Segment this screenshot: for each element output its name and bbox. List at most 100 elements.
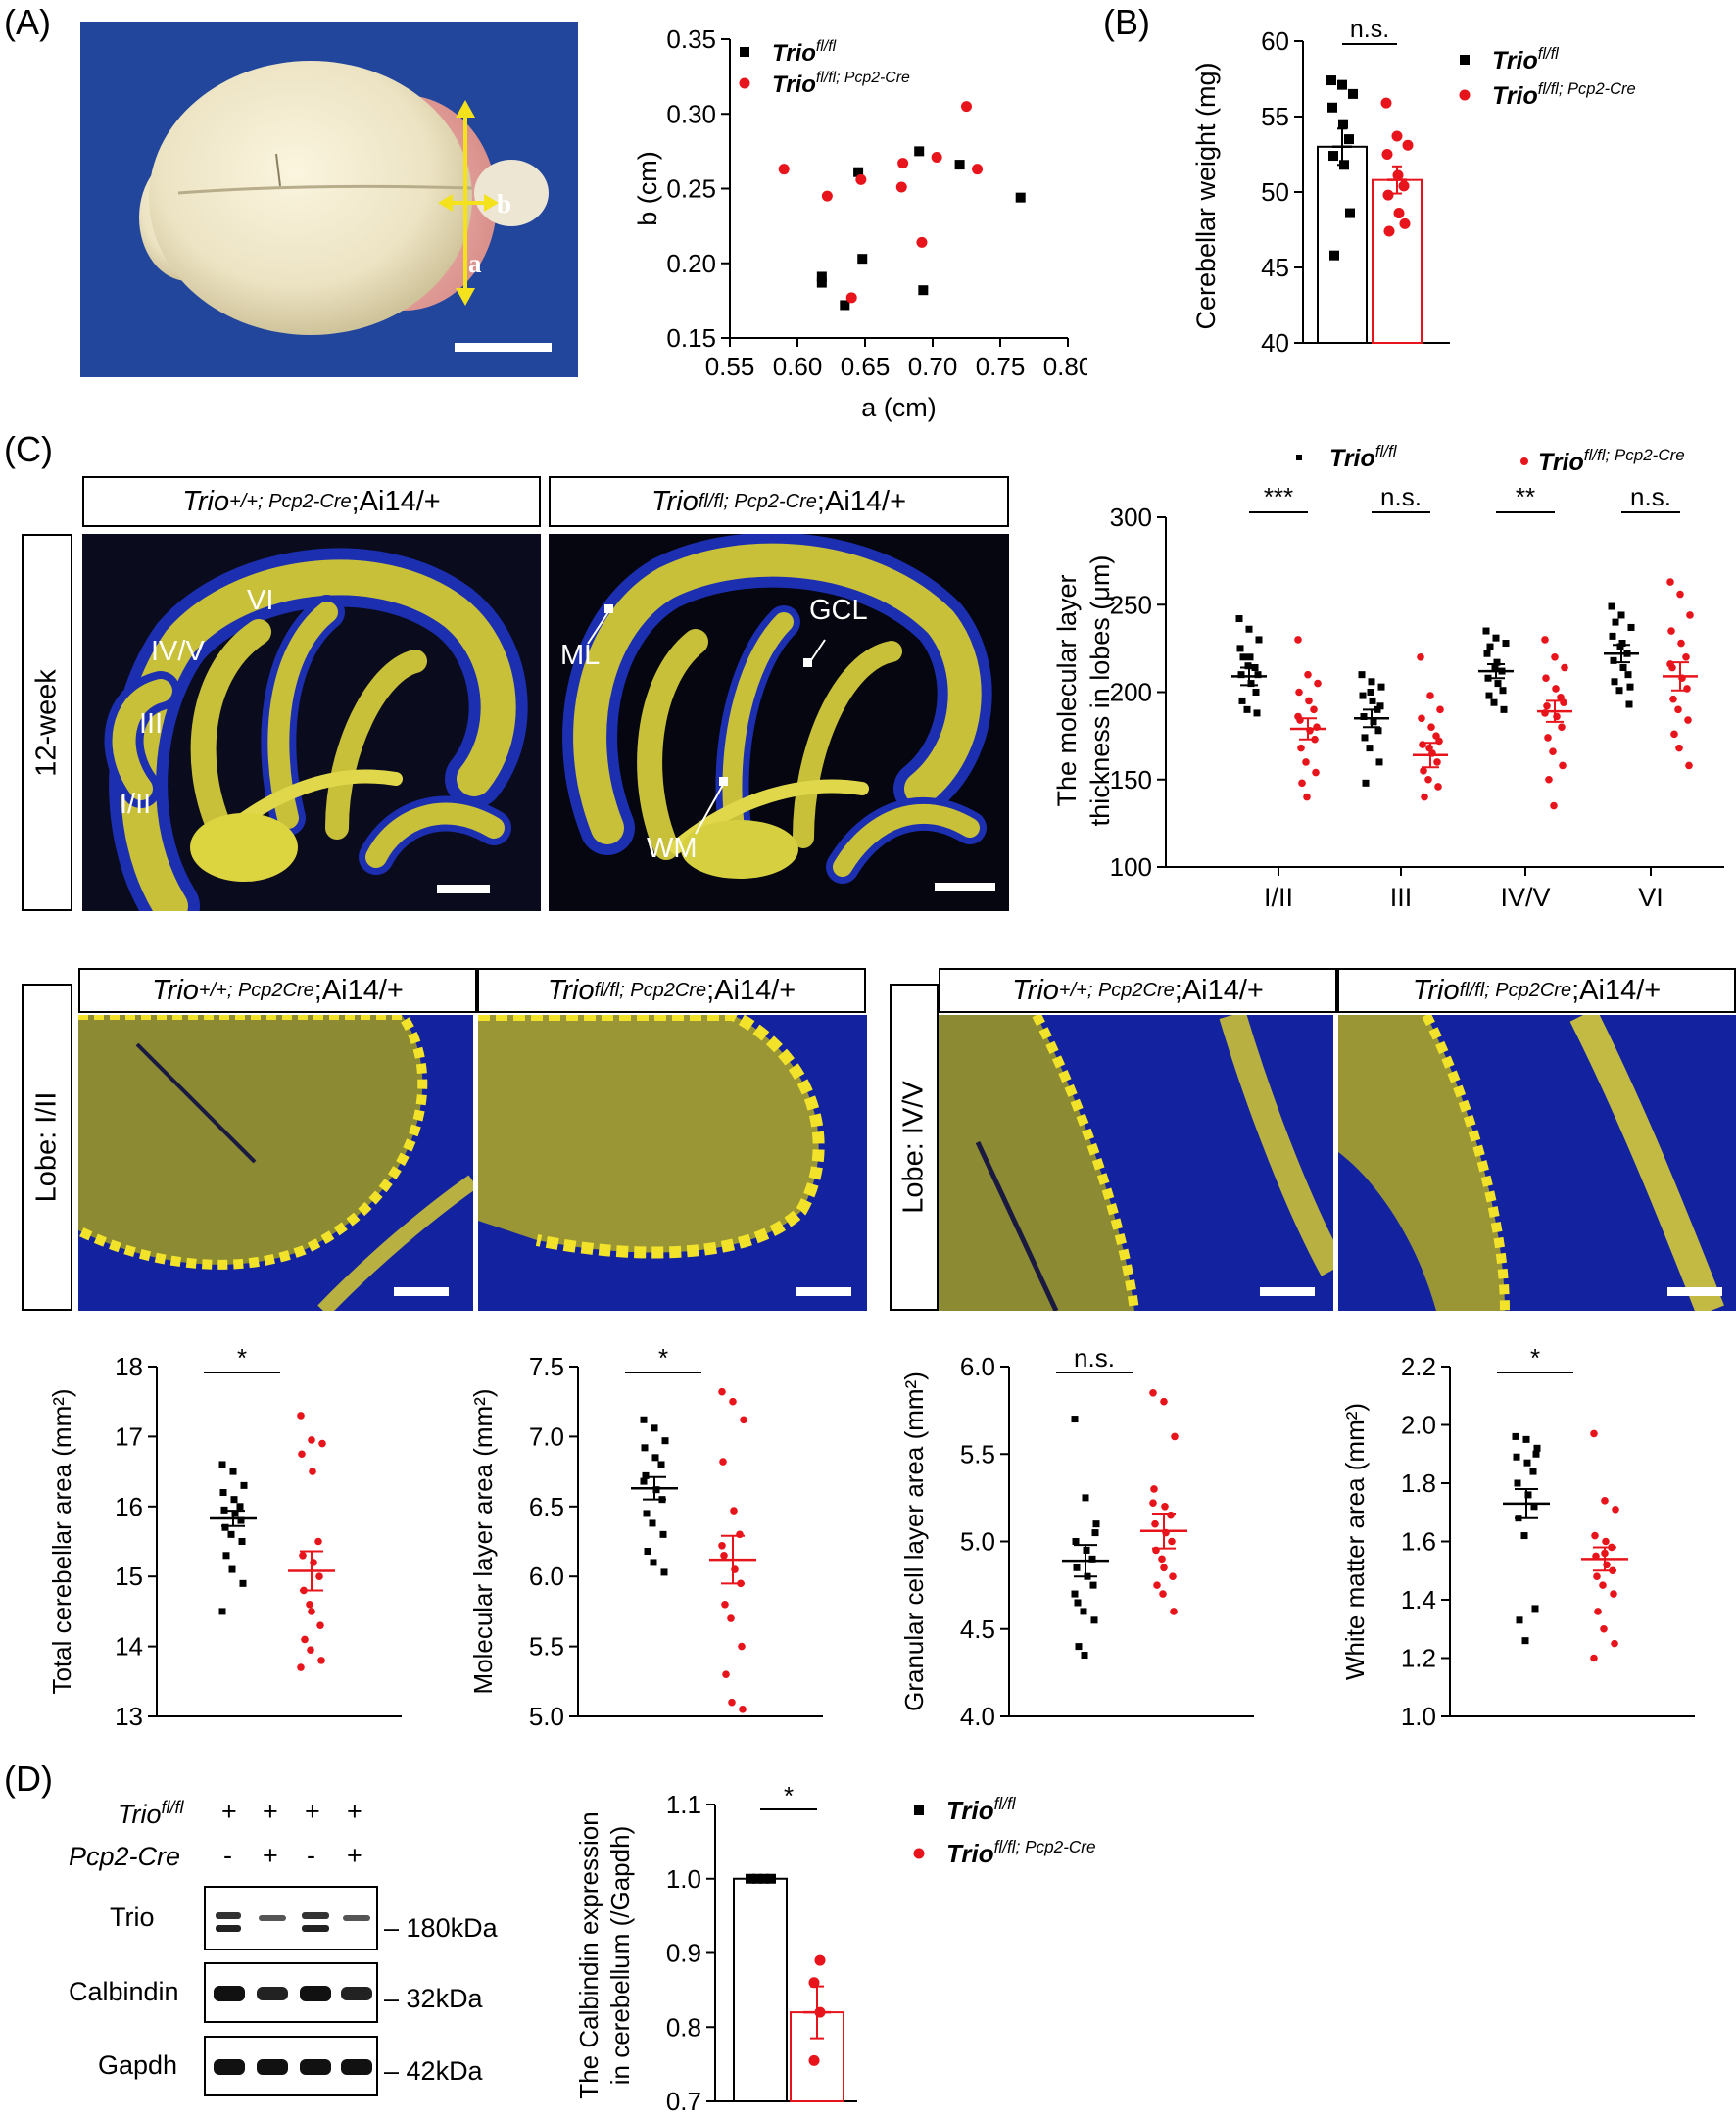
data-point-control (1089, 1581, 1097, 1589)
lane3-row1: + (305, 1797, 320, 1826)
data-point-control (1015, 192, 1026, 203)
data-point-control (1081, 1652, 1088, 1660)
data-point-control (1092, 1520, 1100, 1528)
y-tick-label: 5.5 (960, 1439, 995, 1468)
data-point-knockout (1150, 1485, 1158, 1493)
legend-label: Triofl/fl (772, 38, 837, 67)
lobe-label-iii: III (139, 708, 164, 740)
data-point-knockout (298, 1450, 306, 1459)
data-point-knockout (1667, 627, 1675, 635)
data-point-control (1246, 653, 1254, 661)
panel-label-a: (A) (4, 2, 51, 42)
data-point-control (914, 146, 925, 157)
data-point-knockout (1590, 1429, 1598, 1438)
zoom-ctrl-image-a (78, 1015, 473, 1311)
data-point-knockout (1600, 1624, 1608, 1633)
data-point-knockout (1666, 578, 1674, 586)
blot-row2-label: Pcp2-Cre (69, 1842, 181, 1871)
sig-label: * (784, 1781, 794, 1810)
data-point-control (816, 271, 827, 282)
data-point-knockout (316, 1621, 324, 1629)
legend-label: Triofl/fl; Pcp2-Cre (946, 1837, 1096, 1868)
data-point-control (1235, 615, 1243, 623)
data-point-control (239, 1579, 247, 1587)
data-point-control (657, 1461, 665, 1468)
x-tick-label: 0.55 (705, 352, 755, 381)
ctrl-section-image: IV/V VI III I/II (82, 534, 541, 911)
data-point-knockout (1591, 1531, 1599, 1540)
data-point-knockout (308, 1436, 315, 1444)
data-point-knockout (931, 151, 942, 163)
data-point-knockout (729, 1397, 737, 1406)
data-point-control (237, 1516, 245, 1524)
data-point-control (1370, 718, 1377, 726)
data-point-control (238, 1538, 246, 1545)
data-point-knockout (1552, 685, 1560, 693)
data-point-control (1073, 1564, 1081, 1571)
y-tick-label: 5.0 (960, 1527, 995, 1557)
data-point-knockout (845, 292, 857, 304)
data-point-knockout (1294, 636, 1302, 644)
data-point-knockout (301, 1635, 309, 1644)
data-point-control (1369, 697, 1376, 704)
data-point-control (1368, 678, 1375, 686)
data-point-control (1074, 1599, 1082, 1607)
data-point-control (954, 160, 965, 170)
data-point-control (228, 1565, 236, 1573)
data-point-knockout (1153, 1581, 1161, 1589)
scale-bar (796, 1287, 851, 1296)
data-point-knockout (719, 1458, 727, 1466)
data-point-control (1485, 692, 1493, 699)
lane1-row2: - (223, 1841, 232, 1870)
sig-label: n.s. (1380, 482, 1422, 511)
data-point-control (1490, 698, 1498, 706)
data-point-control (230, 1496, 238, 1504)
y-axis-title: White matter area (mm²) (1340, 1403, 1370, 1680)
data-point-control (857, 254, 868, 265)
y-tick-label: 0.25 (666, 174, 716, 204)
data-point-knockout (897, 158, 909, 169)
y-tick-label: 6.0 (960, 1352, 995, 1381)
data-point-control (240, 1481, 248, 1489)
data-point-knockout (1594, 1608, 1602, 1615)
lane1-row1: + (221, 1797, 237, 1826)
data-point-control (1532, 1450, 1540, 1458)
total-area-chart: 13 14 15 16 17 18 Total cerebellar area (mm²) * (47, 1343, 402, 1731)
bar (1372, 178, 1423, 344)
data-point-knockout (1302, 758, 1310, 766)
data-point-control (1611, 678, 1618, 686)
ko-section-image: ML GCL WM (549, 534, 1009, 911)
x-tick-label: 0.65 (841, 352, 891, 381)
lane2-row2: + (263, 1841, 278, 1870)
ab-scatter-chart: 0.15 0.20 0.25 0.30 0.35 0.55 0.60 0.65 0.70 0.75… (633, 24, 1087, 422)
size-trio: – 180kDa (384, 1913, 498, 1943)
data-point-knockout (1551, 653, 1559, 661)
data-point-control (1338, 119, 1348, 129)
y-tick-label: 17 (115, 1421, 143, 1451)
data-point-knockout (739, 77, 750, 89)
sig-label: *** (1264, 482, 1293, 511)
data-point-control (1253, 709, 1261, 717)
zoom-ko-image-b (1338, 1015, 1736, 1311)
y-tick-label: 6.5 (529, 1492, 564, 1521)
data-point-knockout (309, 1468, 316, 1475)
y-tick-label: 40 (1261, 328, 1289, 358)
lane4-row2: + (347, 1841, 362, 1870)
data-point-knockout (1171, 1432, 1179, 1441)
data-point-knockout (1670, 730, 1678, 739)
data-point-control (1492, 634, 1500, 642)
data-point-knockout (730, 1507, 738, 1515)
data-point-knockout (916, 236, 928, 248)
data-point-control (1513, 1453, 1520, 1461)
data-point-knockout (317, 1657, 325, 1664)
data-point-control (740, 47, 749, 57)
data-point-control (227, 1530, 235, 1538)
data-point-knockout (727, 1614, 735, 1622)
data-point-knockout (1421, 793, 1428, 801)
data-point-control (643, 1510, 651, 1517)
data-point-knockout (1161, 1503, 1169, 1511)
data-point-control (650, 1559, 657, 1566)
legend-label: Triofl/fl (946, 1794, 1017, 1825)
y-tick-label: 200 (1110, 678, 1152, 707)
x-axis-title: a (cm) (861, 393, 937, 422)
